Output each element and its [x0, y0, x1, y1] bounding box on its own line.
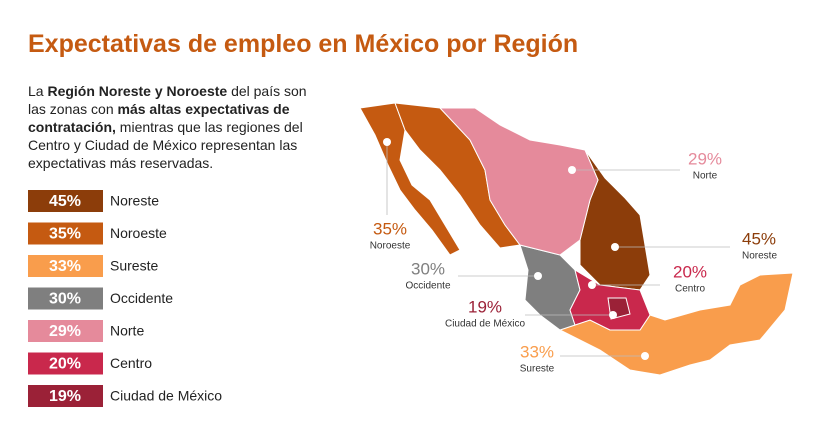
- legend-box: [28, 352, 103, 375]
- region-dot: [641, 352, 649, 360]
- map-value-label: 29%: [688, 149, 722, 168]
- description: La Región Noreste y Noroeste del país so…: [28, 82, 318, 172]
- description-segment: Región Noreste y Noroeste: [47, 83, 228, 99]
- legend-value: 29%: [49, 323, 81, 340]
- map-region-label: Centro: [675, 284, 705, 295]
- legend-value: 20%: [49, 356, 81, 373]
- legend-name: Sureste: [110, 258, 158, 274]
- legend-name: Noroeste: [110, 225, 167, 241]
- legend-value: 45%: [49, 193, 81, 210]
- legend-box: [28, 190, 103, 212]
- title: Expectativas de empleo en México por Reg…: [28, 30, 579, 58]
- map-region-label: Ciudad de México: [445, 319, 525, 330]
- legend-name: Norte: [110, 323, 144, 339]
- region: [519, 244, 581, 331]
- map-region-label: Noreste: [742, 251, 777, 262]
- region-dot: [588, 281, 596, 289]
- region-dot: [383, 138, 391, 146]
- map-value-label: 33%: [520, 342, 554, 361]
- legend-name: Centro: [110, 355, 152, 371]
- map-value-label: 45%: [742, 229, 776, 248]
- map-region-label: Noroeste: [370, 241, 411, 252]
- region: [438, 107, 599, 256]
- legend-box: [28, 287, 103, 310]
- legend-name: Occidente: [110, 290, 173, 306]
- legend-value: 30%: [49, 291, 81, 308]
- region-dot: [611, 243, 619, 251]
- region-dot: [568, 166, 576, 174]
- legend-box: [28, 255, 103, 277]
- map-value-label: 35%: [373, 219, 407, 238]
- legend-name: Ciudad de México: [110, 388, 222, 404]
- description-segment: más altas expectativas de contratación,: [28, 101, 290, 135]
- description-segment: del país son las zonas con: [28, 83, 307, 117]
- legend-value: 35%: [49, 226, 81, 243]
- legend-box: [28, 222, 103, 245]
- map-region-label: Norte: [693, 171, 718, 182]
- legend-box: [28, 320, 103, 342]
- map-value-label: 19%: [468, 297, 502, 316]
- legend-value: 19%: [49, 388, 81, 405]
- map-region-label: Occidente: [405, 281, 450, 292]
- map-value-label: 20%: [673, 262, 707, 281]
- legend-box: [28, 385, 103, 407]
- map-region-label: Sureste: [520, 364, 555, 375]
- description-segment: mientras que las regiones del Centro y C…: [28, 119, 303, 171]
- legend-name: Noreste: [110, 193, 159, 209]
- map-value-label: 30%: [411, 259, 445, 278]
- description-segment: La: [28, 83, 48, 99]
- region-dot: [534, 272, 542, 280]
- legend-value: 33%: [49, 258, 81, 275]
- region-dot: [609, 311, 617, 319]
